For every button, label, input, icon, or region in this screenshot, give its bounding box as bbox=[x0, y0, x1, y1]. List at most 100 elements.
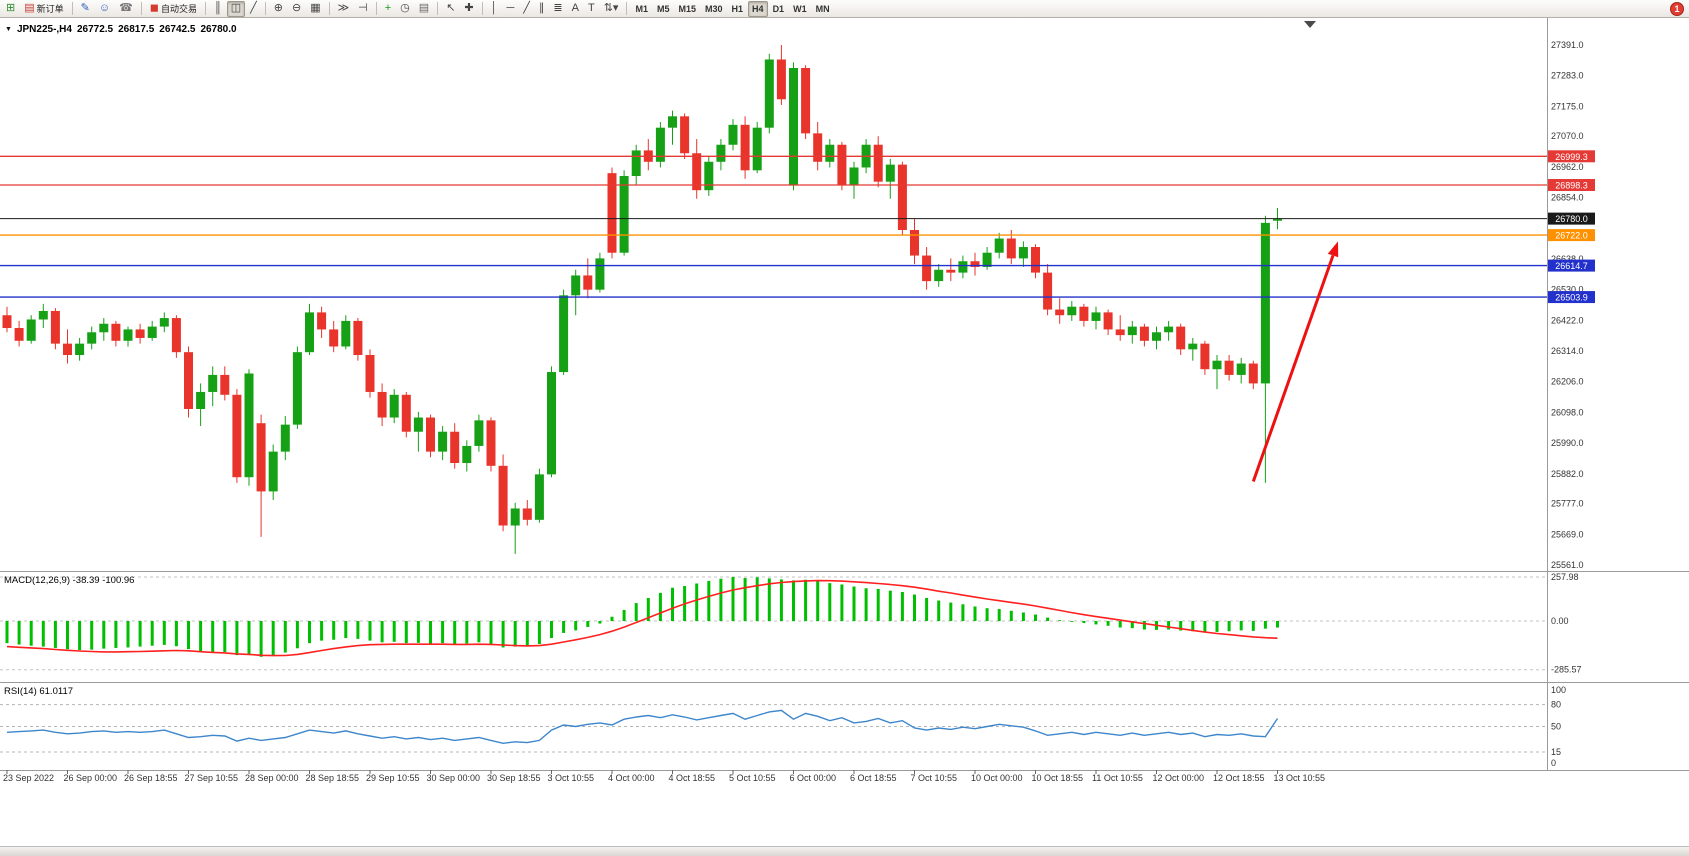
timeframe-m5-button[interactable]: M5 bbox=[653, 1, 674, 17]
text-button[interactable]: A bbox=[568, 1, 583, 17]
timeframe-h4-button[interactable]: H4 bbox=[748, 0, 768, 17]
candle bbox=[63, 329, 72, 364]
new-order-icon: ▤ bbox=[24, 2, 35, 14]
candle-body bbox=[704, 161, 714, 191]
horizontal-line-button[interactable]: ─ bbox=[503, 1, 519, 17]
candle-body bbox=[341, 320, 351, 347]
candle-body bbox=[994, 238, 1004, 253]
candle-body bbox=[498, 465, 508, 526]
strategy-tester-button[interactable]: ▤ bbox=[415, 1, 433, 17]
candle-body bbox=[934, 269, 944, 282]
candle-body bbox=[26, 319, 36, 341]
candle-body bbox=[946, 269, 956, 273]
toolbar-separator bbox=[140, 2, 142, 15]
vertical-line-button[interactable]: │ bbox=[487, 1, 502, 17]
timeframe-m15-button[interactable]: M15 bbox=[675, 1, 701, 17]
candle bbox=[1115, 315, 1125, 341]
tile-windows-button[interactable]: ▦ bbox=[306, 1, 324, 17]
candle-body bbox=[655, 127, 665, 162]
channel-button[interactable]: ∥ bbox=[535, 1, 549, 17]
pivot-line-price-badge: 26722.0 bbox=[1548, 229, 1595, 242]
community-icon: ☺ bbox=[98, 2, 111, 14]
candle-body bbox=[1164, 326, 1174, 333]
vertical-line-icon: │ bbox=[490, 2, 498, 14]
candle bbox=[1212, 355, 1222, 390]
timeframe-m1-button-label: M1 bbox=[635, 3, 648, 14]
candle bbox=[789, 62, 798, 191]
candle bbox=[14, 320, 24, 347]
candle-body bbox=[111, 323, 121, 341]
channel-icon: ∥ bbox=[538, 2, 545, 14]
candle-body bbox=[1200, 343, 1210, 370]
time-axis-label: 28 Sep 18:55 bbox=[306, 773, 360, 783]
zoom-out-button[interactable]: ⊖ bbox=[288, 1, 305, 17]
candle bbox=[776, 45, 786, 105]
cursor-button[interactable]: ↖ bbox=[442, 1, 459, 17]
candlestick-chart-button[interactable]: ◫ bbox=[226, 0, 246, 17]
candle-body bbox=[75, 343, 85, 356]
chart-shift-marker[interactable] bbox=[1304, 21, 1316, 28]
candle-body bbox=[970, 261, 980, 267]
arrows-button[interactable]: ⇅▾ bbox=[600, 1, 623, 17]
candle-body bbox=[922, 255, 932, 282]
candle bbox=[668, 110, 677, 145]
timeframe-w1-button[interactable]: W1 bbox=[789, 1, 811, 17]
toolbar-separator bbox=[328, 2, 330, 15]
candle-body bbox=[1091, 312, 1101, 321]
notifications-badge[interactable]: 1 bbox=[1670, 2, 1684, 16]
candle bbox=[353, 318, 363, 361]
timeframe-d1-button[interactable]: D1 bbox=[769, 1, 789, 17]
trendline-icon: ╱ bbox=[523, 2, 530, 14]
candle-body bbox=[680, 116, 690, 154]
candle-body bbox=[607, 173, 617, 253]
text-label-button[interactable]: T bbox=[584, 1, 599, 17]
community-button[interactable]: ☺ bbox=[95, 1, 114, 17]
price-axis-label: 26962.0 bbox=[1551, 162, 1584, 172]
trendline-button[interactable]: ╱ bbox=[519, 1, 534, 17]
candle bbox=[171, 315, 181, 358]
alerts-button[interactable]: ☎ bbox=[115, 1, 137, 17]
candle-body bbox=[1079, 306, 1089, 321]
candle bbox=[970, 252, 980, 276]
new-object-button[interactable]: + bbox=[381, 1, 395, 17]
candle-body bbox=[1018, 247, 1028, 259]
candle bbox=[704, 156, 714, 196]
period-clock-button[interactable]: ◷ bbox=[396, 1, 414, 17]
timeframe-h1-button[interactable]: H1 bbox=[728, 1, 748, 17]
candle bbox=[1200, 340, 1210, 375]
candle-body bbox=[619, 175, 629, 253]
timeframe-m30-button[interactable]: M30 bbox=[701, 1, 727, 17]
crosshair-button[interactable]: ✚ bbox=[460, 1, 477, 17]
auto-scroll-button[interactable]: ≫ bbox=[334, 1, 354, 17]
timeframe-h4-button-label: H4 bbox=[752, 3, 764, 14]
candle bbox=[934, 264, 944, 287]
bar-chart-button[interactable]: ║ bbox=[210, 1, 226, 17]
line-chart-button[interactable]: ╱ bbox=[246, 1, 261, 17]
toolbar-separator bbox=[481, 2, 483, 15]
chart-header: ▼ JPN225-,H4 26772.5 26817.5 26742.5 267… bbox=[5, 24, 237, 35]
timeframe-m5-button-label: M5 bbox=[656, 3, 670, 14]
chart-shift-button[interactable]: ⊣ bbox=[354, 1, 372, 17]
timeframe-mn-button[interactable]: MN bbox=[812, 1, 834, 17]
publish-button[interactable]: ✎ bbox=[77, 1, 94, 17]
auto-trading-button[interactable]: ◼ 自动交易 bbox=[146, 1, 201, 17]
cursor-icon: ↖ bbox=[446, 2, 456, 14]
fibonacci-button[interactable]: ≣ bbox=[549, 1, 566, 17]
candle-body bbox=[813, 133, 823, 162]
strategy-tester-icon: ▤ bbox=[418, 2, 430, 14]
timeframe-m1-button[interactable]: M1 bbox=[631, 1, 652, 17]
price-axis-label: 26098.0 bbox=[1551, 407, 1584, 417]
time-axis-label: 10 Oct 18:55 bbox=[1032, 773, 1084, 783]
trend-arrow-annotation[interactable] bbox=[1251, 241, 1339, 482]
new-order-button[interactable]: ▤ 新订单 bbox=[20, 1, 67, 17]
new-chart-button[interactable]: ⊞ bbox=[2, 1, 19, 17]
one-click-trading-toggle[interactable]: ▼ bbox=[5, 26, 12, 33]
candle-body bbox=[171, 318, 181, 353]
candle-body bbox=[1103, 312, 1113, 330]
zoom-in-button[interactable]: ⊕ bbox=[270, 1, 287, 17]
candle-body bbox=[1152, 332, 1161, 341]
candle bbox=[1067, 301, 1077, 321]
candle bbox=[413, 411, 423, 452]
toolbar-separator bbox=[204, 2, 206, 15]
